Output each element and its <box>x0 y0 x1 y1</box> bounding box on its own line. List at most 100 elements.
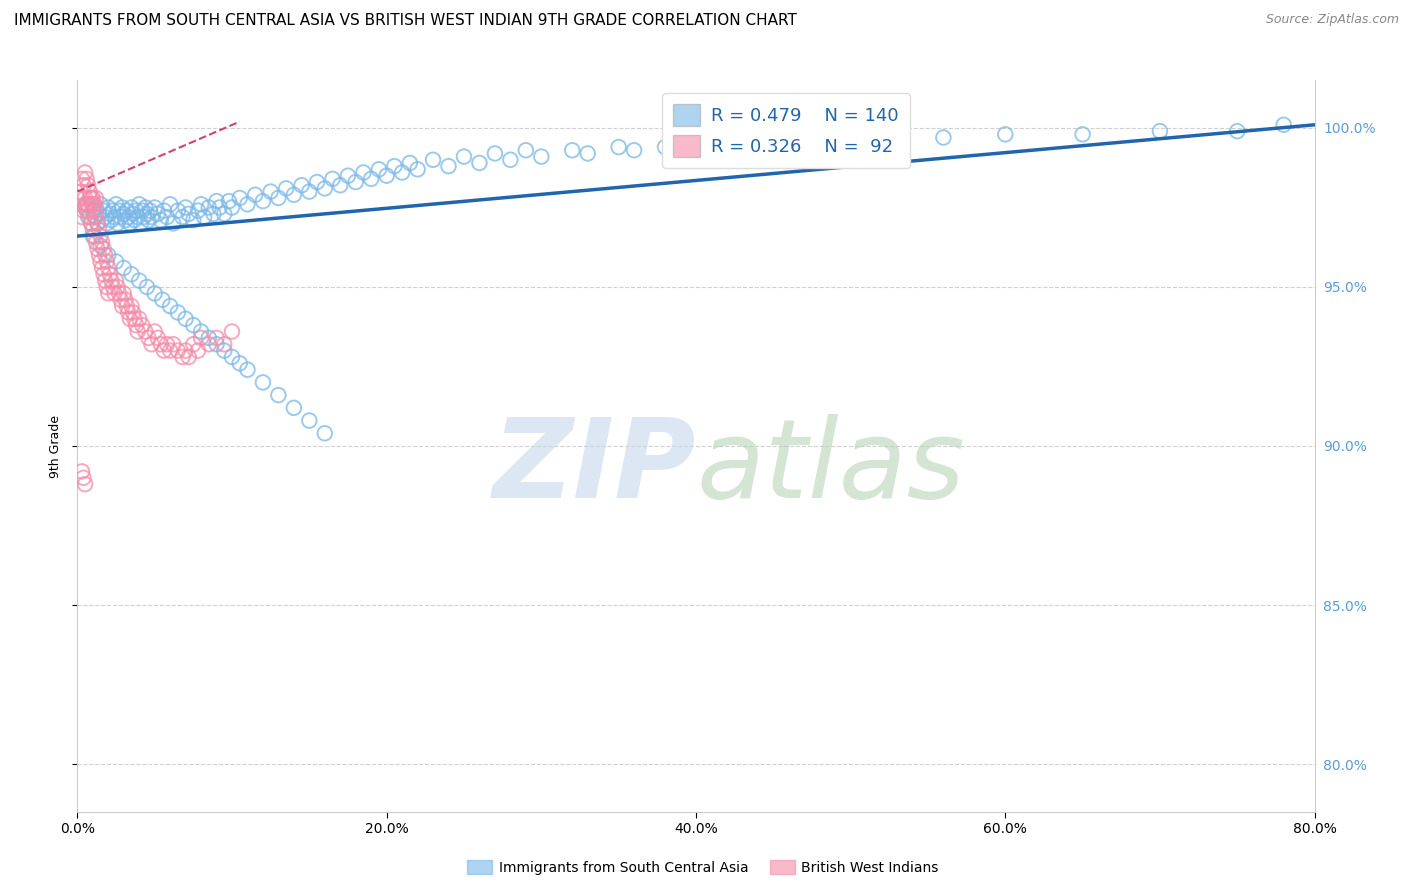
Point <box>229 356 252 370</box>
Point <box>530 150 553 164</box>
Point <box>124 311 146 326</box>
Point <box>121 299 143 313</box>
Point <box>136 207 159 221</box>
Point <box>159 343 181 358</box>
Point <box>177 207 200 221</box>
Point <box>218 194 240 208</box>
Point <box>75 165 96 179</box>
Point <box>187 343 209 358</box>
Point <box>115 299 138 313</box>
Point <box>167 343 190 358</box>
Point <box>307 175 329 189</box>
Point <box>221 350 243 364</box>
Point <box>808 134 831 148</box>
Point <box>83 210 105 224</box>
Point <box>108 203 131 218</box>
Point <box>91 213 114 227</box>
Point <box>654 140 676 154</box>
Point <box>107 280 129 294</box>
Point <box>141 210 163 224</box>
Point <box>353 165 375 179</box>
Point <box>252 376 274 390</box>
Legend: Immigrants from South Central Asia, British West Indians: Immigrants from South Central Asia, Brit… <box>461 855 945 880</box>
Point <box>76 172 98 186</box>
Point <box>76 197 98 211</box>
Point <box>384 159 406 173</box>
Point <box>122 305 145 319</box>
Point <box>96 254 118 268</box>
Point <box>82 197 104 211</box>
Point <box>149 337 172 351</box>
Point <box>172 210 194 224</box>
Point <box>91 260 114 275</box>
Point <box>1149 124 1171 138</box>
Point <box>86 216 108 230</box>
Point <box>80 197 103 211</box>
Point <box>72 178 94 193</box>
Point <box>932 130 955 145</box>
Point <box>252 194 274 208</box>
Point <box>187 203 209 218</box>
Point <box>314 181 336 195</box>
Point <box>103 210 125 224</box>
Point <box>453 150 475 164</box>
Point <box>214 343 236 358</box>
Point <box>208 201 231 215</box>
Point <box>86 242 108 256</box>
Point <box>114 213 136 227</box>
Point <box>110 210 132 224</box>
Point <box>77 178 100 193</box>
Point <box>267 388 290 402</box>
Point <box>83 203 105 218</box>
Point <box>468 156 491 170</box>
Point <box>298 413 321 427</box>
Point <box>236 197 259 211</box>
Point <box>112 260 135 275</box>
Point <box>82 191 104 205</box>
Point <box>72 471 94 485</box>
Point <box>125 318 148 333</box>
Point <box>112 286 135 301</box>
Point <box>100 213 122 227</box>
Point <box>174 343 197 358</box>
Point <box>128 197 150 211</box>
Point <box>97 248 120 262</box>
Point <box>83 197 105 211</box>
Point <box>114 293 136 307</box>
Point <box>153 343 176 358</box>
Point <box>260 185 283 199</box>
Point <box>159 299 181 313</box>
Point <box>146 331 169 345</box>
Point <box>146 207 169 221</box>
Point <box>499 153 522 167</box>
Point <box>111 201 134 215</box>
Point <box>1071 128 1094 142</box>
Point <box>190 197 212 211</box>
Point <box>134 325 156 339</box>
Point <box>90 254 112 268</box>
Point <box>121 201 143 215</box>
Point <box>75 191 96 205</box>
Point <box>229 191 252 205</box>
Text: atlas: atlas <box>696 415 965 522</box>
Point <box>90 238 112 252</box>
Point <box>149 213 172 227</box>
Legend: R = 0.479    N = 140, R = 0.326    N =  92: R = 0.479 N = 140, R = 0.326 N = 92 <box>662 93 910 168</box>
Point <box>870 134 893 148</box>
Point <box>205 194 228 208</box>
Point <box>103 286 125 301</box>
Point <box>105 274 128 288</box>
Point <box>131 318 153 333</box>
Point <box>360 172 382 186</box>
Point <box>134 201 156 215</box>
Point <box>96 280 118 294</box>
Point <box>87 207 110 221</box>
Point <box>205 337 228 351</box>
Point <box>177 350 200 364</box>
Point <box>90 197 112 211</box>
Point <box>80 191 103 205</box>
Point <box>77 210 100 224</box>
Point <box>94 274 117 288</box>
Point <box>86 216 108 230</box>
Point <box>183 337 205 351</box>
